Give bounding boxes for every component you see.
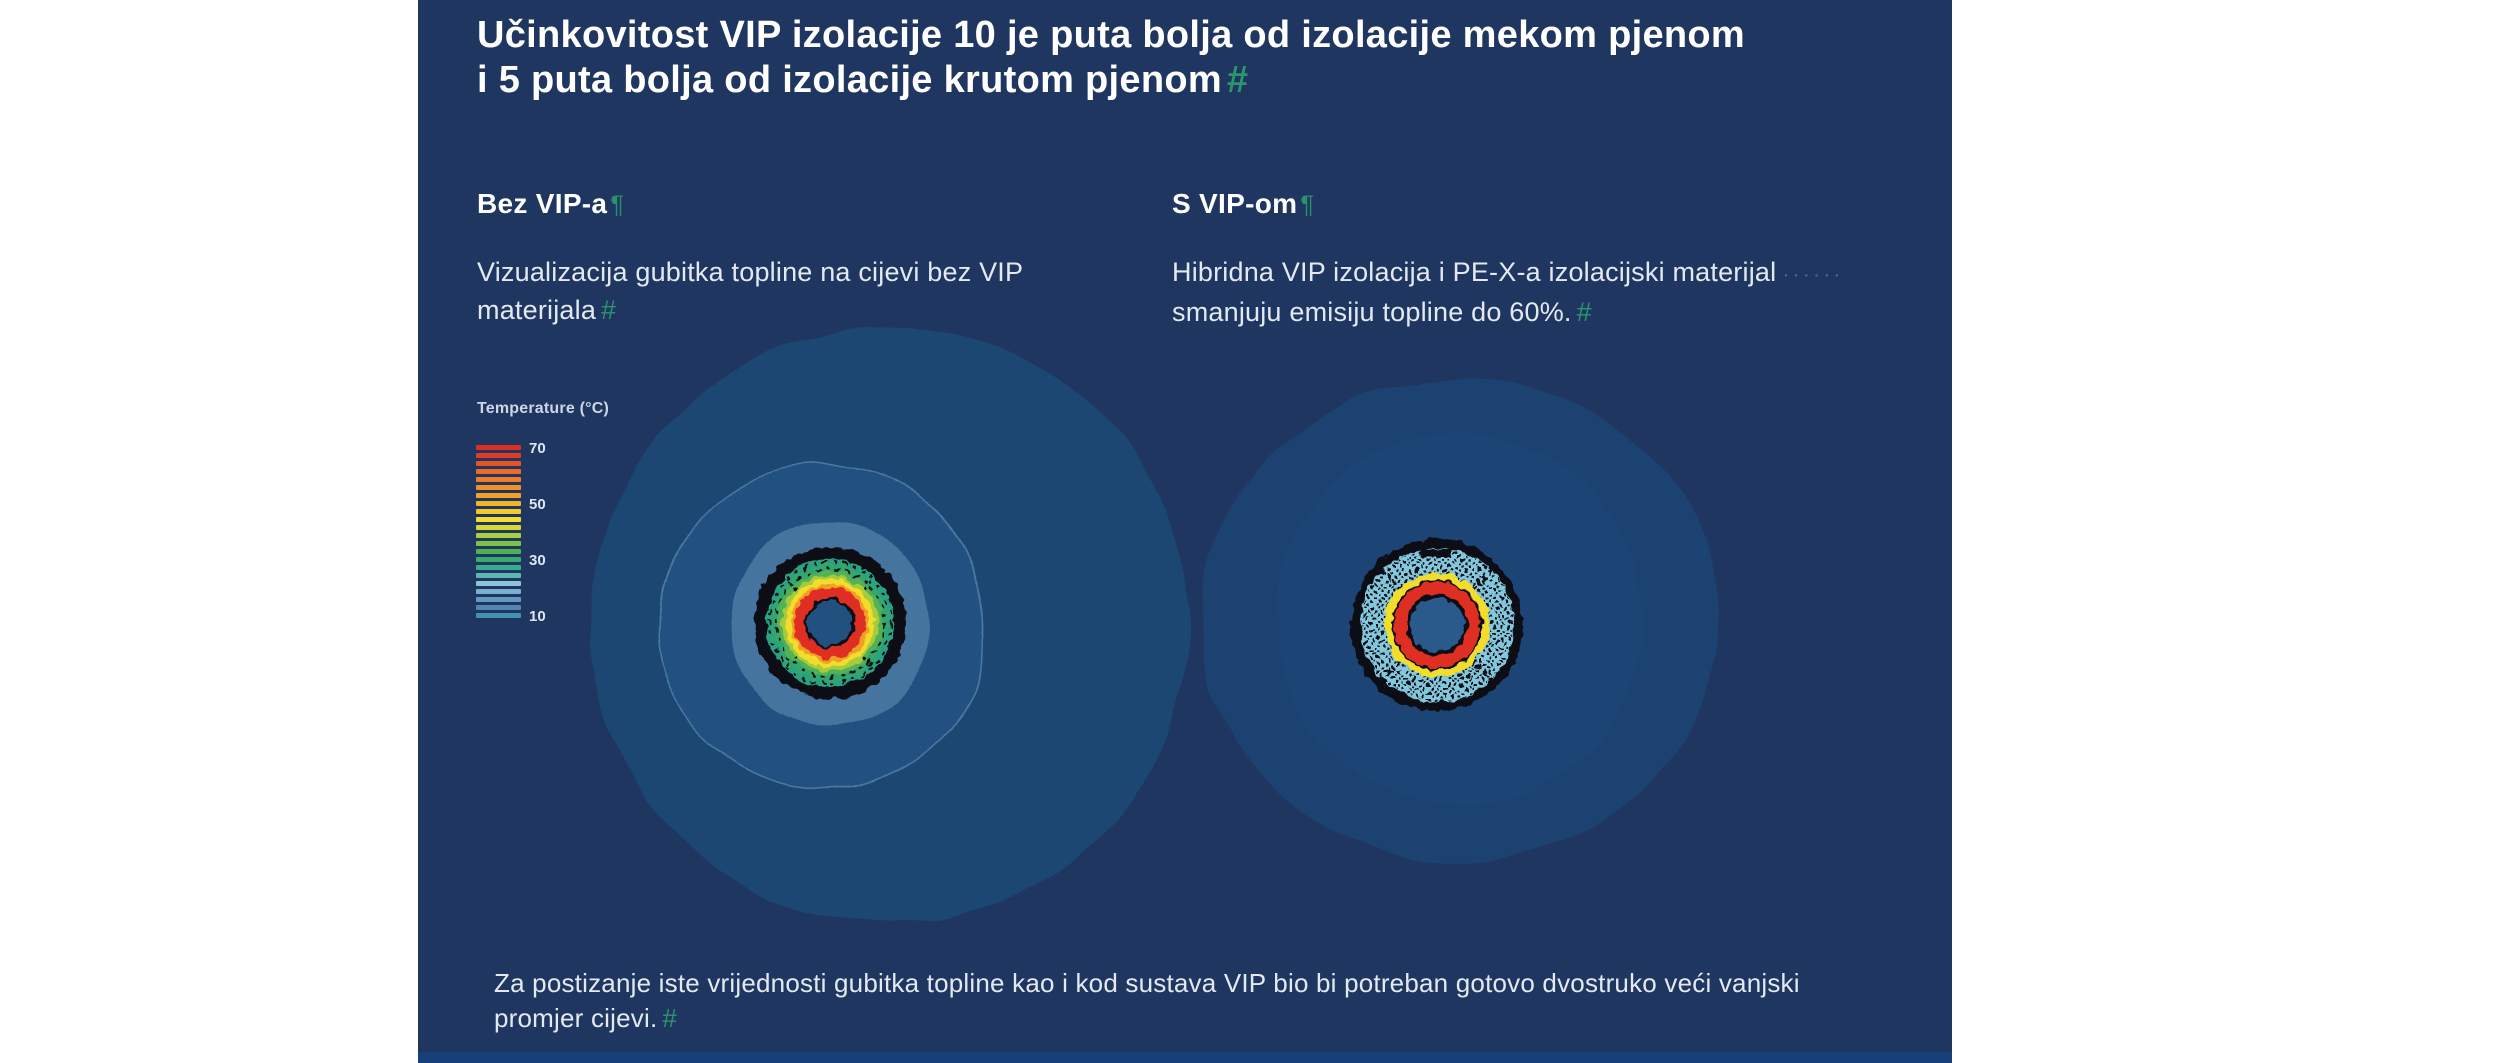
legend-color-stripe [476, 541, 521, 546]
caption-line2: promjer cijevi. # [494, 1001, 1800, 1036]
legend-color-stripe [476, 597, 521, 602]
legend-color-stripe [476, 549, 521, 554]
right-column-heading: S VIP-om ¶ [1172, 188, 1314, 220]
formatting-mark-icon: # [1576, 297, 1592, 327]
right-pipe-bore [1410, 598, 1464, 652]
right-pipe-core [1351, 539, 1523, 711]
right-body-line2: smanjuju emisiju topline do 60%. # [1172, 293, 1843, 331]
temperature-legend: Temperature (°C) 70 50 30 10 [476, 400, 646, 645]
right-column-body: Hibridna VIP izolacija i PE-X-a izolacij… [1172, 253, 1843, 331]
pilcrow-mark-icon: ¶ [1300, 191, 1315, 219]
legend-color-stripe [476, 461, 521, 466]
slide-title-line1: Učinkovitost VIP izolacije 10 je puta bo… [477, 13, 1927, 58]
legend-color-stripe [476, 573, 521, 578]
legend-color-stripe [476, 501, 521, 506]
legend-color-stripe [476, 493, 521, 498]
legend-ticks: 70 50 30 10 [529, 400, 579, 645]
left-mesh-spoke [772, 649, 804, 681]
left-body-line2: materijala # [477, 291, 1023, 329]
legend-color-stripe [476, 613, 521, 618]
caption-line1: Za postizanje iste vrijednosti gubitka t… [494, 966, 1800, 1001]
legend-color-stripe [476, 469, 521, 474]
right-heading-text: S VIP-om [1172, 188, 1298, 219]
legend-color-stripe [476, 477, 521, 482]
left-body-text2: materijala [477, 295, 597, 325]
bottom-accent-strip [418, 1052, 1952, 1063]
slide-title: Učinkovitost VIP izolacije 10 je puta bo… [477, 13, 1927, 103]
right-vip-seam [1421, 549, 1453, 556]
tracked-spaces-dots: ······ [1782, 261, 1844, 286]
slide-title-text2: i 5 puta bolja od izolacije krutom pjeno… [477, 59, 1222, 101]
legend-tick-label: 10 [529, 608, 546, 625]
legend-tick-label: 50 [529, 496, 546, 513]
slide-title-text1: Učinkovitost VIP izolacije 10 je puta bo… [477, 14, 1746, 56]
caption-text2: promjer cijevi. [494, 1003, 658, 1033]
legend-color-stripe [476, 453, 521, 458]
right-body-text2: smanjuju emisiju topline do 60%. [1172, 297, 1572, 327]
right-mesh-spoke [1470, 566, 1496, 592]
left-pipe-core [754, 547, 906, 699]
right-mesh-spoke [1378, 658, 1404, 684]
legend-color-stripe [476, 589, 521, 594]
left-column-heading: Bez VIP-a ¶ [477, 188, 624, 220]
right-body-line1: Hibridna VIP izolacija i PE-X-a izolacij… [1172, 253, 1843, 293]
bottom-caption: Za postizanje iste vrijednosti gubitka t… [494, 966, 1800, 1036]
legend-color-stripe [476, 605, 521, 610]
heatmap-figures [590, 328, 1718, 922]
left-mesh-spoke [772, 565, 804, 597]
left-heading-text: Bez VIP-a [477, 188, 608, 219]
legend-color-stripe [476, 445, 521, 450]
heatmap-left [590, 328, 1190, 922]
formatting-mark-icon: # [1226, 59, 1249, 101]
left-contour-line [774, 567, 886, 679]
legend-tick-label: 30 [529, 552, 546, 569]
formatting-mark-icon: # [662, 1003, 678, 1033]
legend-color-stripe [476, 557, 521, 562]
legend-color-stripe [476, 565, 521, 570]
left-body-line1: Vizualizacija gubitka topline na cijevi … [477, 253, 1023, 291]
left-mesh-spoke [856, 649, 888, 681]
legend-color-stripe [476, 517, 521, 522]
heatmap-right [1202, 378, 1718, 862]
caption-text1: Za postizanje iste vrijednosti gubitka t… [494, 968, 1800, 998]
left-pipe-bore [808, 601, 852, 645]
left-mesh-spoke [856, 565, 888, 597]
legend-colorbar [476, 445, 521, 621]
pilcrow-mark-icon: ¶ [610, 191, 625, 219]
legend-title: Temperature (°C) [477, 400, 609, 417]
left-column-body: Vizualizacija gubitka topline na cijevi … [477, 253, 1023, 329]
legend-tick-label: 70 [529, 440, 546, 457]
formatting-mark-icon: # [601, 295, 617, 325]
left-contour-line [767, 560, 893, 686]
legend-color-stripe [476, 485, 521, 490]
left-body-text1: Vizualizacija gubitka topline na cijevi … [477, 257, 1024, 287]
legend-color-stripe [476, 533, 521, 538]
slide-panel: Učinkovitost VIP izolacije 10 je puta bo… [418, 0, 1952, 1063]
legend-color-stripe [476, 581, 521, 586]
right-mesh-spoke [1470, 658, 1496, 684]
right-body-text1: Hibridna VIP izolacija i PE-X-a izolacij… [1172, 257, 1777, 287]
legend-color-stripe [476, 525, 521, 530]
right-mesh-spoke [1378, 566, 1404, 592]
legend-color-stripe [476, 509, 521, 514]
slide-title-line2: i 5 puta bolja od izolacije krutom pjeno… [477, 58, 1927, 103]
